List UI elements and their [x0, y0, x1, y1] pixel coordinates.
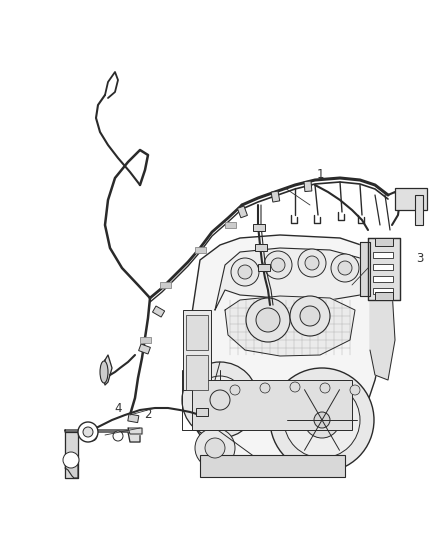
Text: 3: 3 [416, 252, 424, 264]
Circle shape [195, 428, 235, 468]
Circle shape [182, 362, 258, 438]
Circle shape [331, 254, 359, 282]
Polygon shape [370, 265, 395, 380]
Bar [373, 276, 393, 282]
Bar [373, 252, 393, 258]
Bar [395, 188, 427, 210]
Circle shape [298, 249, 326, 277]
Bar [225, 222, 236, 228]
Polygon shape [102, 355, 112, 385]
Bar [375, 238, 393, 246]
Polygon shape [368, 238, 400, 300]
Circle shape [83, 427, 93, 437]
Bar [128, 414, 139, 423]
Circle shape [284, 382, 360, 458]
Circle shape [320, 383, 330, 393]
Circle shape [290, 382, 300, 392]
Circle shape [290, 296, 330, 336]
Bar [258, 264, 270, 271]
Polygon shape [128, 428, 142, 434]
Circle shape [314, 412, 330, 428]
Circle shape [78, 422, 98, 442]
Circle shape [210, 390, 230, 410]
Bar [375, 292, 393, 300]
Circle shape [270, 368, 374, 472]
Polygon shape [65, 430, 140, 442]
Bar [186, 355, 208, 390]
Circle shape [205, 438, 225, 458]
Circle shape [256, 308, 280, 332]
Circle shape [231, 258, 259, 286]
Circle shape [338, 261, 352, 275]
Polygon shape [188, 235, 390, 468]
Circle shape [260, 383, 270, 393]
Bar [237, 206, 247, 218]
Bar [255, 244, 267, 251]
Circle shape [87, 431, 97, 441]
Ellipse shape [100, 361, 108, 383]
Circle shape [246, 298, 290, 342]
Bar [140, 337, 151, 343]
Polygon shape [215, 248, 372, 310]
Circle shape [63, 452, 79, 468]
Bar [415, 195, 423, 225]
Bar [192, 380, 352, 430]
Bar [152, 306, 165, 317]
Text: 2: 2 [144, 408, 152, 422]
Polygon shape [65, 432, 78, 478]
Bar [304, 181, 312, 191]
Bar [183, 310, 211, 390]
Circle shape [304, 402, 340, 438]
Circle shape [271, 258, 285, 272]
Polygon shape [65, 465, 78, 478]
Circle shape [264, 251, 292, 279]
Circle shape [196, 376, 244, 424]
Bar [271, 191, 280, 202]
Circle shape [300, 306, 320, 326]
Bar [195, 247, 206, 253]
Bar [138, 344, 150, 354]
Bar [253, 224, 265, 231]
Text: 4: 4 [114, 401, 122, 415]
Bar [186, 315, 208, 350]
Circle shape [305, 256, 319, 270]
Circle shape [113, 431, 123, 441]
Bar [160, 282, 171, 288]
Circle shape [350, 385, 360, 395]
Bar [373, 288, 393, 294]
Polygon shape [225, 296, 355, 356]
Bar [373, 264, 393, 270]
Polygon shape [360, 242, 370, 296]
Circle shape [230, 385, 240, 395]
Bar [200, 455, 345, 477]
Circle shape [238, 265, 252, 279]
Bar [196, 408, 208, 416]
Text: 1: 1 [316, 167, 324, 181]
